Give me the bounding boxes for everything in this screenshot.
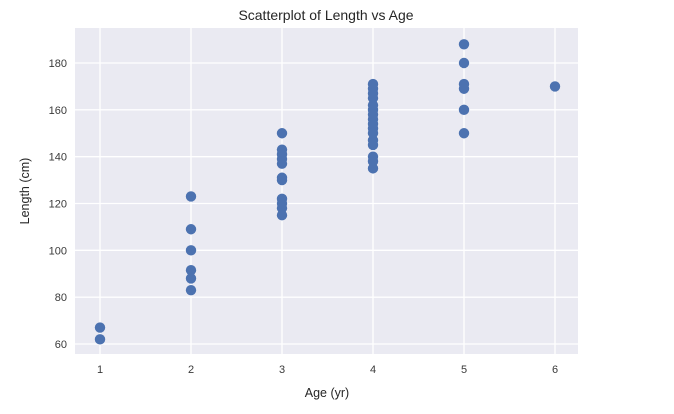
- data-point: [367, 139, 379, 151]
- x-tick-label: 5: [461, 364, 467, 376]
- data-point: [458, 83, 470, 94]
- y-axis-ticks: 60 80 100 120 140 160 180: [49, 58, 67, 351]
- data-point: [276, 128, 288, 139]
- data-point: [276, 158, 288, 169]
- data-point: [94, 322, 106, 333]
- data-point: [458, 39, 470, 50]
- y-tick-label: 60: [55, 339, 67, 351]
- data-point: [185, 245, 197, 256]
- x-tick-label: 3: [279, 364, 285, 376]
- data-point: [276, 210, 288, 221]
- data-point: [185, 191, 197, 202]
- data-point: [367, 163, 379, 174]
- x-axis-label: Age (yr): [305, 386, 349, 400]
- chart-title: Scatterplot of Length vs Age: [238, 7, 413, 23]
- y-tick-label: 140: [49, 152, 67, 164]
- y-tick-label: 120: [49, 199, 67, 211]
- y-tick-label: 100: [49, 245, 67, 257]
- data-points: [94, 39, 561, 345]
- y-tick-label: 160: [49, 105, 67, 117]
- y-axis-label: Length (cm): [18, 158, 32, 225]
- y-tick-label: 80: [55, 292, 67, 304]
- x-tick-label: 1: [97, 364, 103, 376]
- data-point: [185, 273, 197, 284]
- data-point: [549, 81, 561, 92]
- x-tick-label: 4: [370, 364, 376, 376]
- data-point: [185, 284, 197, 296]
- plot-area: [75, 28, 578, 354]
- data-point: [458, 57, 470, 69]
- data-point: [185, 265, 197, 276]
- x-tick-label: 6: [552, 364, 558, 376]
- data-point: [185, 224, 197, 235]
- data-point: [458, 128, 470, 139]
- y-tick-label: 180: [49, 58, 67, 70]
- data-point: [94, 334, 106, 345]
- data-point: [276, 174, 288, 186]
- x-tick-label: 2: [188, 364, 194, 376]
- data-point: [458, 104, 470, 116]
- x-axis-ticks: 1 2 3 4 5 6: [97, 364, 558, 376]
